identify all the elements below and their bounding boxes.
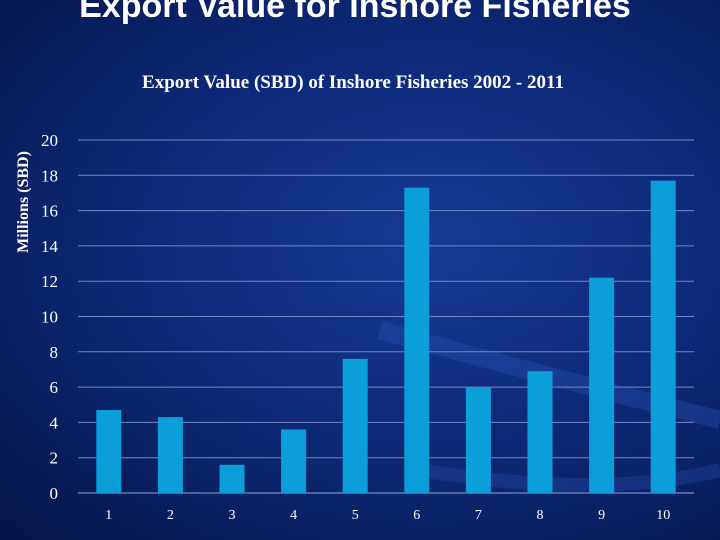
bar xyxy=(465,387,491,493)
bar xyxy=(650,180,676,493)
y-tick-label: 8 xyxy=(50,343,59,362)
y-tick-label: 2 xyxy=(50,449,59,468)
x-tick-label: 7 xyxy=(475,508,482,523)
x-tick-label: 1 xyxy=(105,508,112,523)
x-tick-label: 2 xyxy=(167,508,174,523)
bar xyxy=(404,187,430,493)
x-tick-label: 9 xyxy=(598,508,605,523)
bar xyxy=(219,464,245,493)
x-tick-label: 4 xyxy=(290,508,297,523)
y-tick-label: 18 xyxy=(41,166,58,185)
chart-title: Export Value (SBD) of Inshore Fisheries … xyxy=(142,72,564,93)
y-tick-label: 4 xyxy=(50,413,59,432)
y-axis-label: Millions (SBD) xyxy=(15,151,32,253)
y-tick-label: 0 xyxy=(50,484,59,503)
bar xyxy=(96,410,122,493)
y-tick-label: 14 xyxy=(41,237,59,256)
y-tick-label: 12 xyxy=(41,272,58,291)
x-tick-label: 3 xyxy=(229,508,236,523)
bar xyxy=(157,417,183,493)
bar xyxy=(527,371,553,493)
y-tick-label: 10 xyxy=(41,308,58,327)
x-tick-label: 5 xyxy=(352,508,359,523)
bars xyxy=(96,180,676,493)
x-tick-label: 8 xyxy=(537,508,544,523)
y-axis-ticks: 0 2 4 6 8 10 12 14 16 18 20 xyxy=(41,131,59,503)
y-tick-label: 20 xyxy=(41,131,58,150)
y-tick-label: 6 xyxy=(50,378,59,397)
bar xyxy=(589,277,615,493)
x-tick-label: 6 xyxy=(413,508,420,523)
bar xyxy=(281,429,307,493)
y-tick-label: 16 xyxy=(41,202,58,221)
bar xyxy=(342,358,368,493)
x-tick-label: 10 xyxy=(656,508,670,523)
x-axis-ticks: 1 2 3 4 5 6 7 8 9 10 xyxy=(105,508,670,523)
slide-title: Export Value for Inshore Fisheries xyxy=(79,0,631,25)
